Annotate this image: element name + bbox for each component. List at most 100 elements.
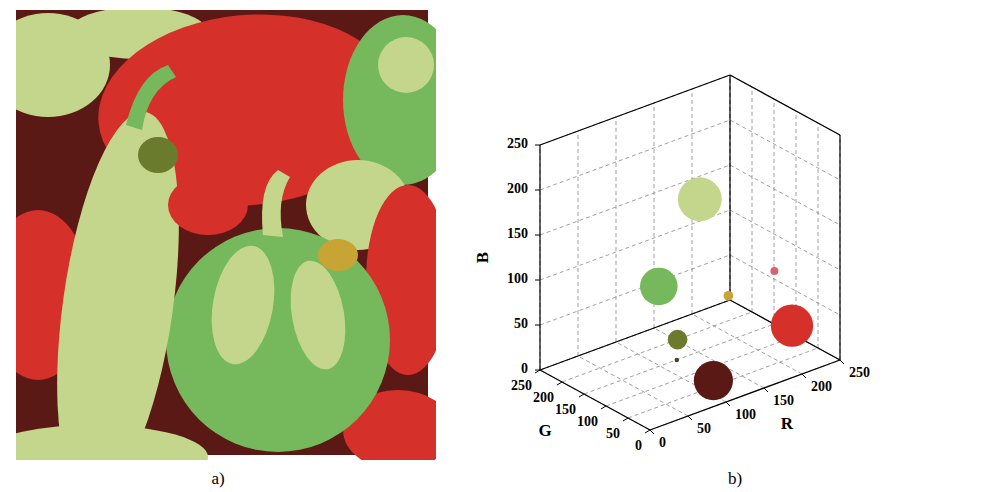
grid-line <box>540 300 730 370</box>
tick-label: 50 <box>606 426 620 441</box>
tick-label: 0 <box>659 435 666 450</box>
bubble <box>640 268 678 306</box>
grid-line <box>840 135 841 360</box>
grid-line <box>584 324 774 394</box>
grid-line <box>578 131 579 356</box>
tick-mark <box>535 190 540 191</box>
grid-line <box>730 75 731 300</box>
grid-line <box>752 87 753 312</box>
grid-line <box>540 255 730 325</box>
axis-line <box>729 75 730 300</box>
tick-label: 150 <box>773 393 794 408</box>
tick-mark <box>623 418 628 421</box>
grid-line <box>730 120 840 180</box>
figure: a)05010015020025005010015020025005010015… <box>0 0 996 492</box>
tick-mark <box>579 394 584 397</box>
grid-line <box>578 356 688 416</box>
image-region <box>378 37 434 93</box>
tick-mark <box>601 406 606 409</box>
axis-line <box>540 75 730 145</box>
axis-line <box>540 300 730 370</box>
grid-line <box>730 300 840 360</box>
axis-line <box>539 145 540 370</box>
tick-label: 50 <box>697 421 711 436</box>
tick-label: 200 <box>811 379 832 394</box>
image-region <box>36 104 199 460</box>
image-region <box>16 425 208 460</box>
tick-label: 250 <box>511 378 532 393</box>
grid-line <box>540 300 730 370</box>
axis-line <box>839 135 840 360</box>
image-region <box>138 137 178 173</box>
grid-line <box>606 336 796 406</box>
grid-line <box>540 370 650 430</box>
tick-mark <box>650 430 654 434</box>
tick-label: 150 <box>555 402 576 417</box>
axis-title: G <box>538 421 551 440</box>
tick-mark <box>535 145 540 146</box>
bubble <box>675 358 679 362</box>
grid-line <box>540 165 730 235</box>
image-region <box>283 256 353 373</box>
tick-label: 200 <box>507 181 528 196</box>
grid-line <box>818 123 819 348</box>
tick-label: 50 <box>514 316 528 331</box>
grid-line <box>730 165 840 225</box>
tick-mark <box>535 325 540 326</box>
image-region <box>262 170 290 237</box>
tick-label: 100 <box>735 407 756 422</box>
tick-mark <box>557 382 562 385</box>
tick-mark <box>535 370 540 371</box>
bubble <box>694 361 733 400</box>
tick-mark <box>535 370 540 373</box>
tick-mark <box>535 235 540 236</box>
image-region <box>166 228 390 452</box>
bubble <box>770 267 778 275</box>
panel-label: a) <box>211 469 224 488</box>
tick-mark <box>764 388 768 392</box>
ticks: 0501001502002500501001502002500501001502… <box>507 136 870 453</box>
tick-mark <box>688 416 692 420</box>
tick-mark <box>802 374 806 378</box>
grid-line <box>616 117 617 342</box>
bubble <box>771 304 813 346</box>
image-region <box>126 65 176 130</box>
axis-line <box>730 75 840 135</box>
tick-label: 100 <box>577 414 598 429</box>
tick-label: 250 <box>849 365 870 380</box>
grid-line <box>730 300 840 360</box>
grid-line <box>730 75 731 300</box>
axis-title: B <box>473 252 492 263</box>
axis-line <box>730 300 840 360</box>
tick-mark <box>645 430 650 433</box>
panel-label: b) <box>728 469 742 488</box>
grid-line <box>730 210 840 270</box>
image-region <box>168 175 248 235</box>
tick-label: 200 <box>533 390 554 405</box>
grid-line <box>540 145 541 370</box>
grid-line <box>540 75 730 145</box>
image-panel <box>16 10 436 460</box>
tick-label: 150 <box>507 226 528 241</box>
image-region <box>343 15 436 185</box>
grid <box>540 75 840 430</box>
image-region <box>318 239 358 271</box>
grid-line <box>730 75 840 135</box>
axis-line <box>650 360 840 430</box>
tick-mark <box>535 280 540 281</box>
bubbles <box>640 177 813 400</box>
tick-mark <box>726 402 730 406</box>
image-region <box>203 241 283 370</box>
axis-title: R <box>781 414 794 433</box>
bubble <box>668 330 688 350</box>
tick-mark <box>840 360 844 364</box>
bubble <box>724 291 734 301</box>
axis-line <box>540 370 650 430</box>
axes-frame <box>540 75 840 430</box>
tick-label: 250 <box>507 136 528 151</box>
image-region <box>218 370 338 430</box>
tick-label: 0 <box>635 438 642 453</box>
tick-label: 100 <box>507 271 528 286</box>
tick-label: 0 <box>521 361 528 376</box>
grid-line <box>650 360 840 430</box>
